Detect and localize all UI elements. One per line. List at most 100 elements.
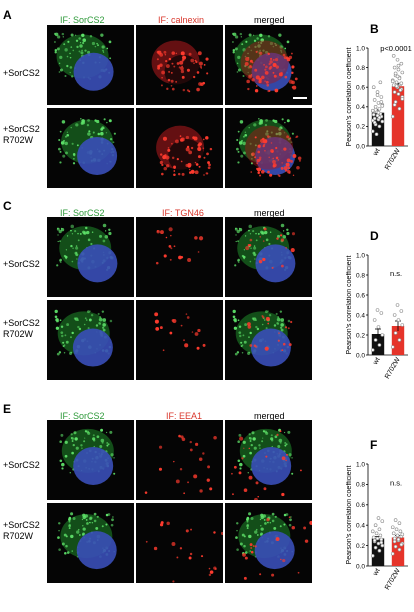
data-point: [377, 343, 382, 347]
data-point: [373, 105, 378, 109]
header-merged: merged: [254, 208, 285, 218]
data-point: [397, 547, 402, 552]
data-point: [391, 531, 396, 536]
y-tick-label: 0.0: [356, 352, 365, 359]
row-label-mut-line1: +SorCS2: [3, 124, 40, 134]
panel-letter: C: [3, 199, 12, 213]
x-tick-label: R702W: [384, 356, 402, 380]
header-green-channel: IF: SorCS2: [60, 411, 105, 421]
data-point: [374, 132, 379, 137]
data-point: [380, 119, 385, 124]
panel-letter: A: [3, 8, 12, 22]
data-point: [393, 100, 398, 104]
data-point: [379, 95, 384, 99]
micrograph-green-r702w: [47, 503, 134, 583]
micrograph-green-wt: [47, 25, 134, 105]
data-point: [370, 348, 375, 352]
data-point: [392, 90, 397, 94]
micrograph-red-r702w: [136, 300, 223, 380]
data-point: [380, 104, 385, 108]
data-point: [399, 61, 404, 66]
data-point: [397, 338, 402, 342]
data-point: [390, 114, 395, 119]
micrograph-red-wt: [136, 217, 223, 297]
row-label-mut-line2: R702W: [3, 135, 34, 145]
scale-bar: [293, 97, 307, 99]
data-point: [372, 120, 377, 125]
chart-letter: D: [370, 229, 379, 243]
x-tick-label: wt: [372, 567, 382, 577]
panel-letter: E: [3, 402, 12, 416]
row-label-mut: +SorCS2 R702W: [3, 124, 40, 146]
data-point: [399, 542, 404, 547]
chart-letter: B: [370, 22, 379, 36]
data-point: [375, 536, 380, 541]
y-tick-label: 0.4: [356, 104, 365, 111]
x-tick-label: R702W: [384, 147, 402, 171]
data-point: [393, 331, 398, 335]
y-tick-label: 0.2: [356, 124, 365, 131]
micrograph-merged-wt: [225, 217, 312, 297]
data-point: [372, 318, 377, 322]
data-point: [390, 551, 395, 556]
y-axis-label: Pearson's correlation coefficient: [346, 256, 353, 355]
data-point: [390, 525, 395, 530]
row-label-mut-line1: +SorCS2: [3, 520, 40, 530]
micrograph-red-r702w: [136, 108, 223, 188]
micrograph-green-r702w: [47, 300, 134, 380]
data-point: [400, 70, 405, 75]
data-point: [370, 529, 375, 534]
data-point: [399, 309, 404, 313]
data-point: [392, 536, 397, 541]
micrograph-merged-r702w: [225, 503, 312, 583]
data-point: [373, 107, 378, 112]
y-tick-label: 0.8: [356, 65, 365, 72]
y-axis-label: Pearson's correlation coefficient: [346, 48, 353, 147]
data-point: [377, 124, 382, 129]
header-merged: merged: [254, 15, 285, 25]
micrograph-green-r702w: [47, 108, 134, 188]
data-point: [393, 71, 398, 76]
row-label-mut: +SorCS2 R702W: [3, 318, 40, 340]
data-point: [379, 540, 384, 545]
data-point: [377, 527, 382, 532]
data-point: [394, 84, 399, 89]
y-axis-label: Pearson's correlation coefficient: [346, 466, 353, 565]
data-point: [371, 85, 376, 90]
data-point: [400, 323, 405, 327]
data-point: [379, 537, 384, 542]
data-point: [400, 97, 405, 101]
data-point: [392, 539, 397, 544]
data-point: [393, 518, 398, 522]
row-label-mut-line2: R702W: [3, 531, 34, 541]
y-tick-label: 0.0: [356, 563, 365, 570]
header-green-channel: IF: SorCS2: [60, 208, 105, 218]
micrograph-merged-r702w: [225, 108, 312, 188]
data-point: [371, 535, 376, 540]
data-point: [380, 519, 385, 523]
data-point: [380, 543, 385, 548]
micrograph-red-wt: [136, 25, 223, 105]
micrograph-green-wt: [47, 420, 134, 500]
data-point: [393, 544, 398, 549]
data-point: [399, 81, 404, 86]
header-red-channel: IF: calnexin: [158, 15, 205, 25]
data-point: [391, 54, 396, 58]
micrograph-merged-wt: [225, 25, 312, 105]
data-point: [392, 103, 397, 107]
data-point: [370, 129, 375, 134]
data-point: [374, 531, 379, 536]
data-point: [379, 100, 384, 104]
data-point: [400, 532, 405, 537]
data-point: [395, 74, 400, 79]
data-point: [376, 101, 381, 105]
y-tick-label: 0.6: [356, 292, 365, 299]
y-tick-label: 1.0: [356, 461, 365, 468]
significance-label: n.s.: [390, 478, 402, 487]
data-point: [390, 79, 395, 84]
data-point: [391, 83, 396, 88]
row-label-mut-line1: +SorCS2: [3, 318, 40, 328]
data-point: [375, 93, 380, 97]
data-point: [396, 537, 401, 542]
micrograph-green-wt: [47, 217, 134, 297]
